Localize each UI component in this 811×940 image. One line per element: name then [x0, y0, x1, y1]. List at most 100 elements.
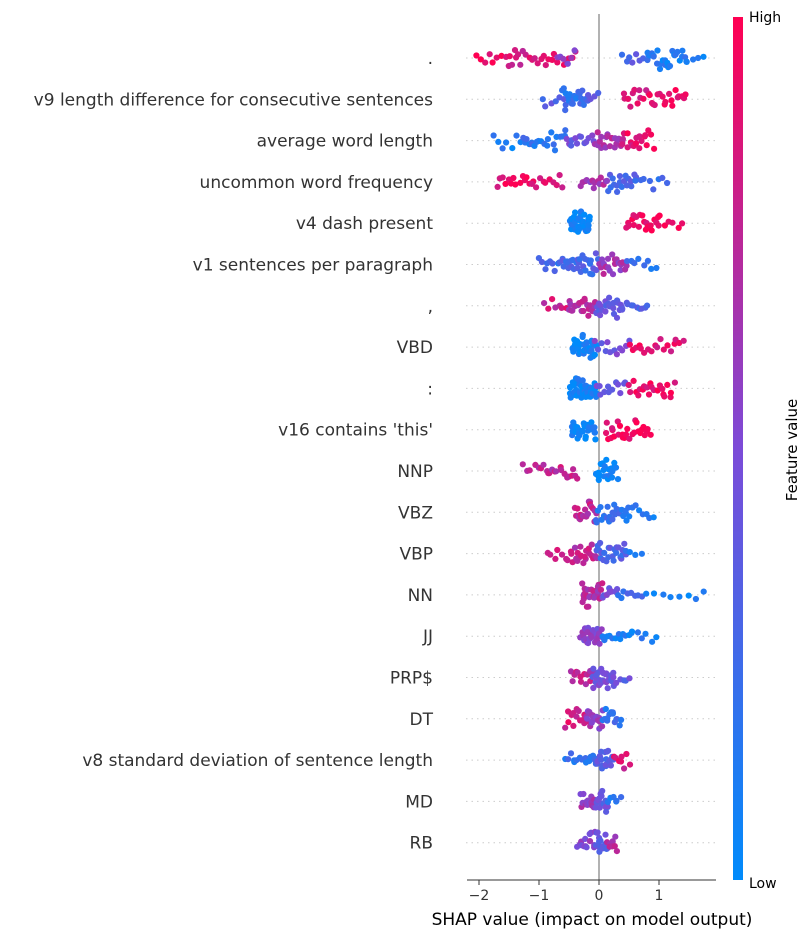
shap-point	[610, 557, 617, 564]
shap-point	[633, 419, 640, 426]
shap-point	[613, 848, 621, 855]
feature-label: NN	[408, 586, 433, 606]
shap-point	[647, 131, 655, 138]
shap-point	[651, 145, 658, 152]
shap-point	[648, 348, 655, 355]
shap-point	[550, 141, 557, 148]
shap-point	[549, 56, 556, 64]
shap-point	[642, 630, 649, 637]
shap-point	[587, 257, 594, 264]
shap-point	[553, 468, 560, 475]
feature-row-points	[574, 828, 621, 855]
shap-point	[568, 142, 575, 149]
shap-point	[614, 188, 621, 195]
shap-point	[618, 716, 625, 724]
shap-point	[574, 505, 581, 512]
shap-point	[565, 719, 572, 726]
colorbar-low-label: Low	[749, 876, 777, 892]
shap-point	[660, 346, 667, 353]
shap-point	[640, 95, 647, 102]
shap-point	[590, 185, 597, 192]
shap-point	[502, 180, 509, 187]
shap-point	[528, 180, 536, 187]
shap-point	[565, 756, 572, 763]
shap-point	[519, 461, 526, 468]
shap-point	[644, 56, 651, 64]
shap-point	[650, 590, 658, 597]
shap-point	[626, 341, 634, 348]
shap-point	[602, 308, 609, 315]
shap-point	[633, 51, 640, 58]
feature-label: JJ	[422, 627, 433, 647]
shap-point	[517, 61, 524, 68]
shap-point	[609, 251, 616, 258]
shap-point	[649, 638, 656, 645]
shap-point	[560, 263, 567, 270]
shap-point	[634, 100, 641, 107]
feature-row-points	[473, 47, 707, 73]
shap-point	[635, 223, 643, 230]
shap-point	[591, 337, 598, 345]
shap-point	[618, 594, 625, 602]
feature-row-points	[494, 171, 671, 195]
shap-point	[538, 258, 546, 266]
shap-point	[562, 127, 569, 134]
shap-point	[685, 592, 692, 599]
shap-point	[598, 626, 605, 633]
shap-point	[600, 270, 607, 277]
feature-label: VBZ	[398, 503, 433, 523]
shap-point	[690, 56, 697, 63]
shap-point	[659, 385, 666, 392]
shap-point	[609, 710, 617, 717]
shap-point	[635, 392, 642, 399]
shap-point	[626, 513, 633, 520]
shap-point	[619, 347, 626, 354]
shap-point	[666, 62, 674, 70]
shap-point	[499, 174, 506, 181]
shap-point	[531, 55, 538, 62]
shap-point	[614, 586, 621, 593]
shap-point	[618, 753, 625, 760]
feature-label: MD	[405, 792, 433, 812]
shap-point	[606, 143, 614, 150]
feature-label: RB	[410, 834, 433, 854]
shap-point	[626, 54, 633, 61]
shap-point	[597, 539, 604, 547]
shap-point	[632, 551, 639, 559]
feature-row-points	[535, 250, 660, 278]
shap-point	[499, 145, 506, 152]
shap-point	[669, 102, 676, 109]
shap-point	[674, 48, 681, 56]
shap-point	[552, 555, 559, 563]
shap-point	[508, 61, 516, 68]
shap-point	[650, 186, 657, 193]
shap-point	[551, 267, 558, 275]
shap-point	[608, 474, 616, 481]
shap-point	[639, 212, 646, 219]
shap-point	[490, 132, 497, 139]
shap-point	[631, 260, 638, 267]
shap-point	[650, 514, 657, 521]
shap-point	[679, 220, 686, 227]
shap-point	[661, 222, 669, 229]
shap-point	[573, 140, 581, 147]
shap-point	[523, 136, 530, 143]
shap-point	[602, 705, 609, 713]
shap-point	[676, 593, 683, 600]
shap-point	[695, 54, 702, 62]
shap-point	[636, 507, 643, 514]
feature-label: :	[427, 379, 433, 399]
shap-point	[604, 339, 611, 346]
shap-point	[656, 65, 664, 73]
shap-point	[571, 544, 579, 551]
shap-point	[603, 429, 610, 437]
shap-point	[570, 722, 577, 730]
shap-point	[636, 145, 643, 152]
shap-point	[616, 722, 623, 729]
shap-point	[598, 756, 605, 763]
shap-point	[606, 294, 613, 301]
feature-row-points	[569, 331, 687, 361]
shap-point	[626, 675, 633, 682]
shap-point	[609, 386, 616, 393]
shap-point	[597, 504, 604, 511]
